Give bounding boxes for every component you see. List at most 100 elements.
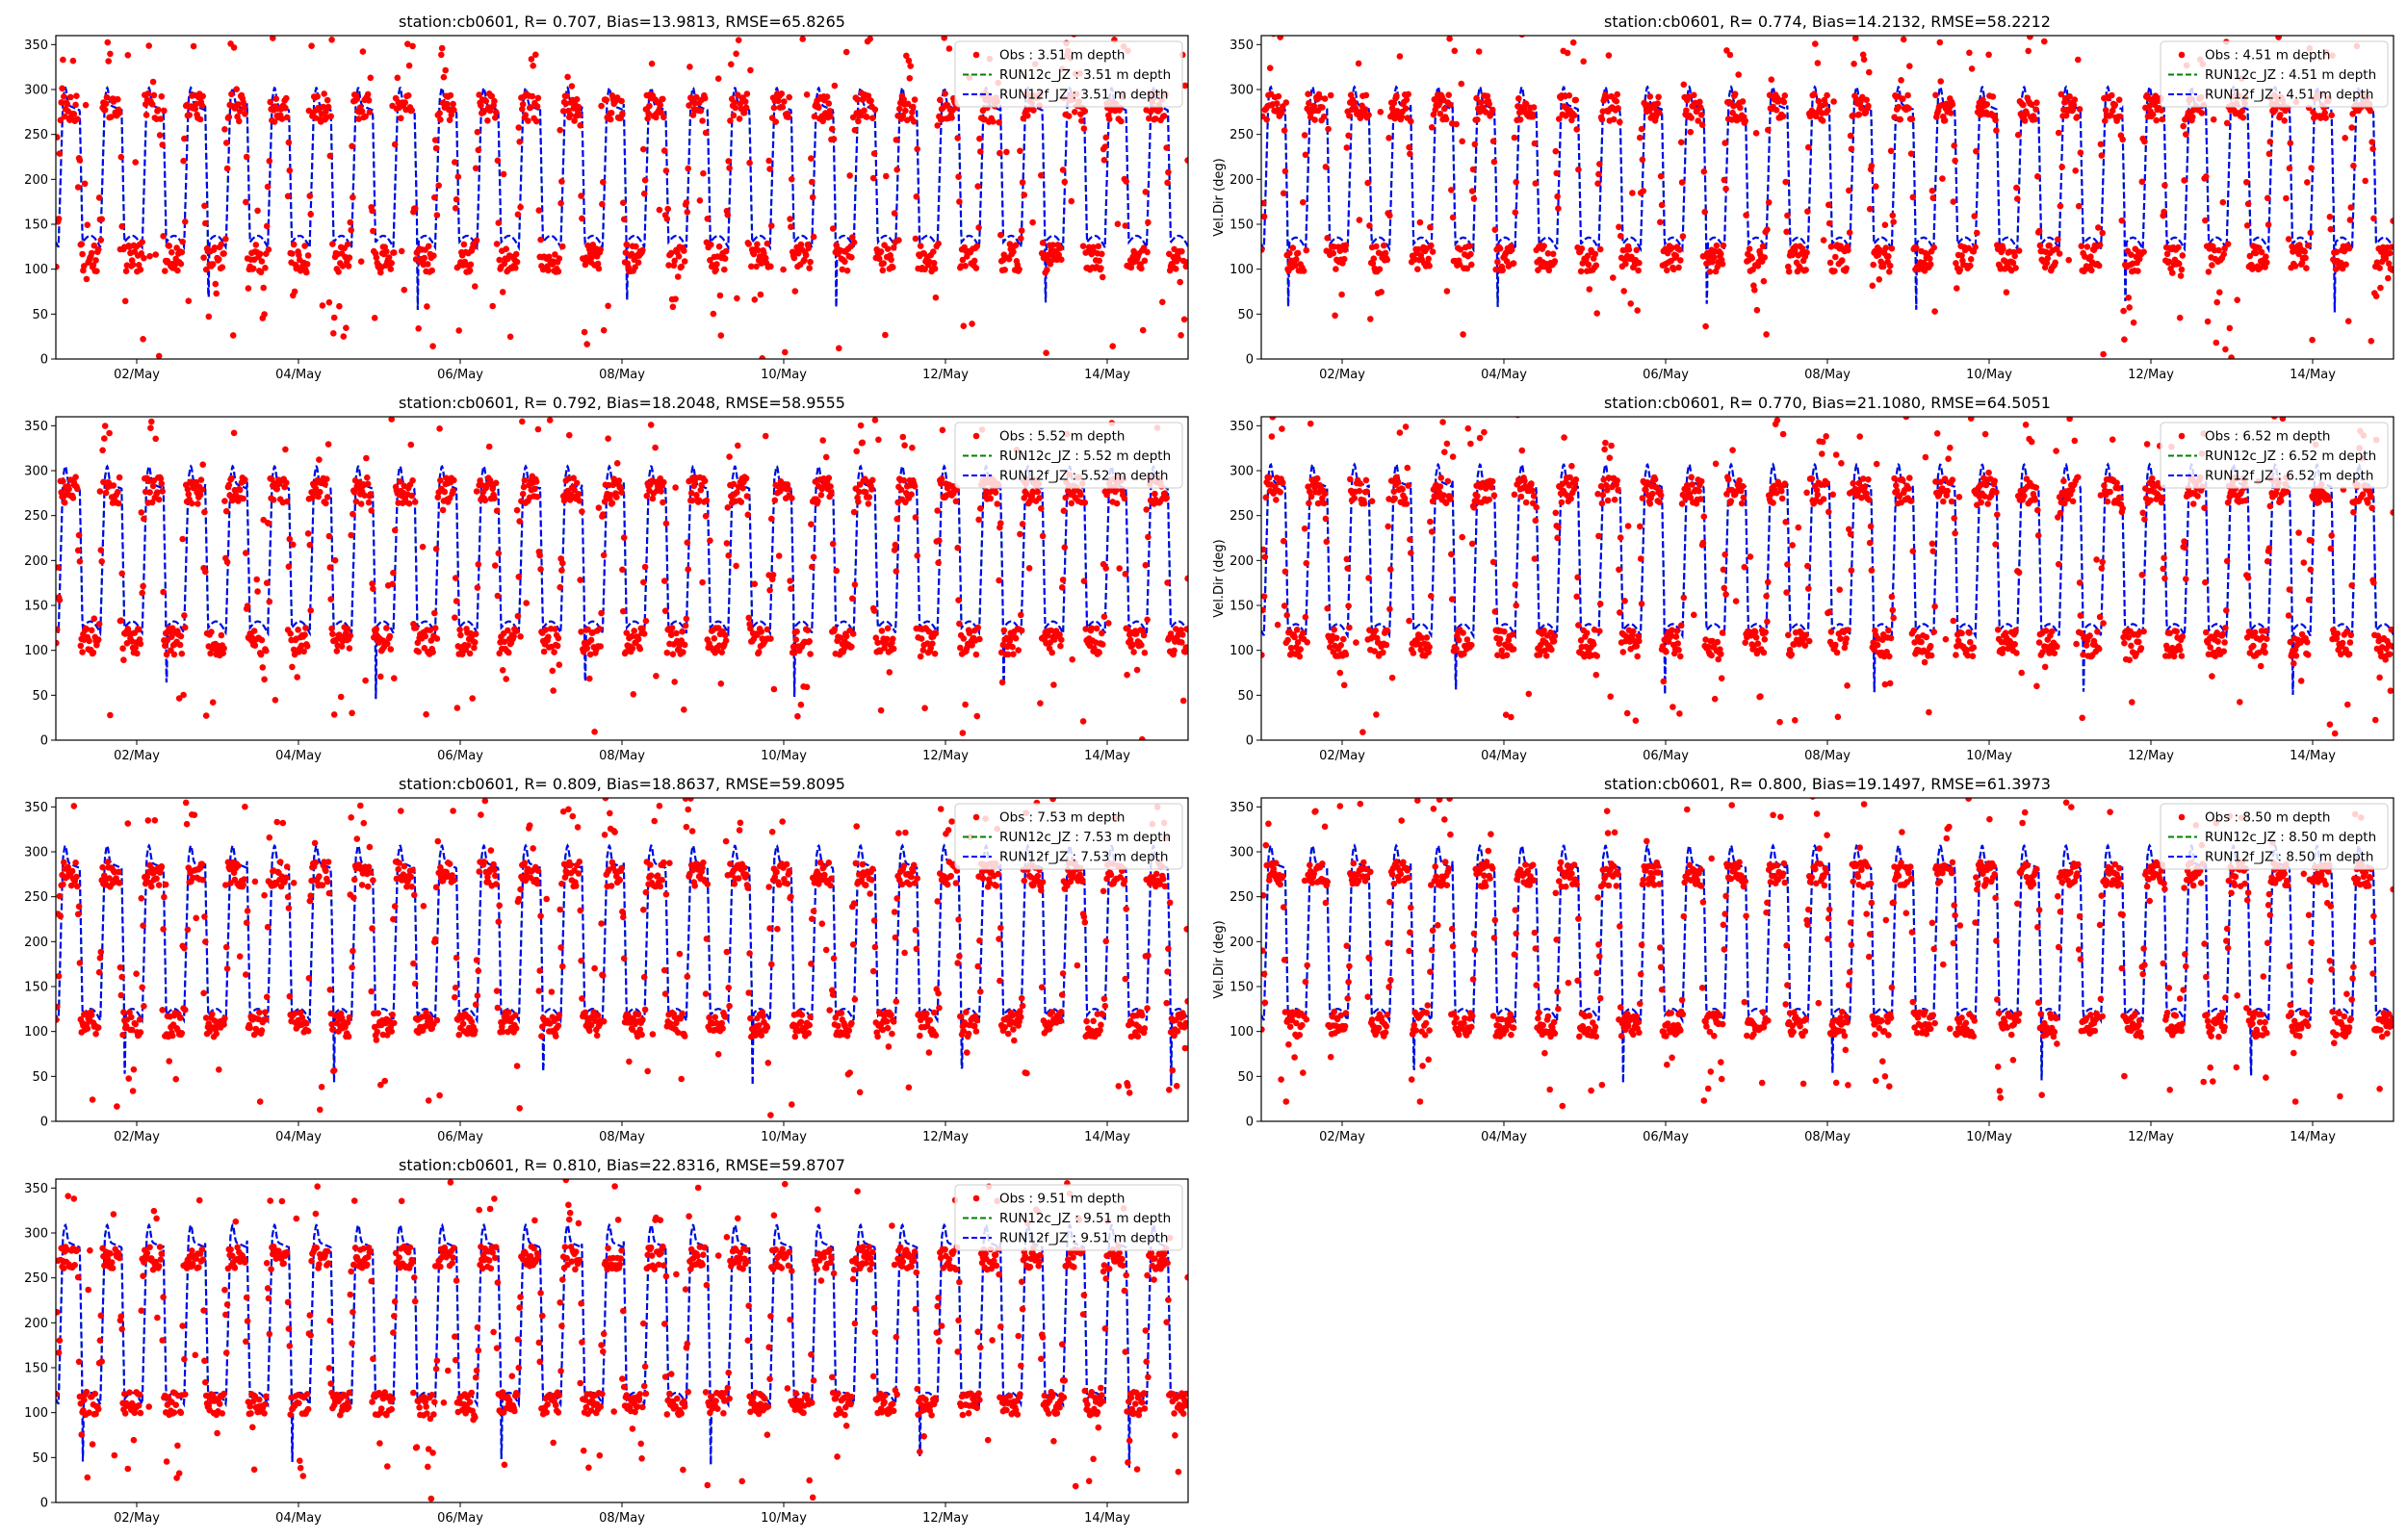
obs-point xyxy=(2095,262,2103,270)
obs-point xyxy=(1848,567,1855,574)
obs-point xyxy=(257,651,265,658)
obs-point xyxy=(1307,488,1313,496)
plot-area xyxy=(1261,36,2394,359)
obs-point xyxy=(1178,639,1185,646)
obs-point xyxy=(878,628,886,634)
obs-point xyxy=(575,103,582,111)
obs-point xyxy=(932,294,940,301)
obs-point xyxy=(1729,447,1736,454)
obs-point xyxy=(1105,116,1113,122)
obs-point xyxy=(1079,718,1087,725)
obs-point xyxy=(323,108,329,116)
obs-point xyxy=(451,106,457,114)
obs-point xyxy=(734,489,740,496)
obs-point xyxy=(525,117,531,124)
obs-point xyxy=(1009,643,1016,651)
obs-point xyxy=(1722,185,1729,192)
x-tick-label: 12/May xyxy=(2128,368,2174,382)
obs-point xyxy=(1088,625,1096,631)
obs-point xyxy=(2014,131,2022,139)
obs-point xyxy=(1313,475,1321,482)
obs-point xyxy=(96,488,104,495)
obs-point xyxy=(1672,633,1680,640)
obs-point xyxy=(1594,180,1601,187)
obs-point xyxy=(373,626,380,632)
obs-point xyxy=(786,93,792,101)
obs-point xyxy=(1825,201,1832,209)
obs-point xyxy=(641,563,649,571)
obs-point xyxy=(2258,248,2265,256)
y-tick-label: 300 xyxy=(1229,84,1254,98)
obs-point xyxy=(270,497,277,503)
obs-point xyxy=(893,137,900,143)
obs-point xyxy=(1930,244,1937,251)
obs-point xyxy=(156,132,164,139)
obs-point xyxy=(1739,98,1747,105)
obs-point xyxy=(1069,655,1075,663)
obs-point xyxy=(1178,332,1184,339)
obs-point xyxy=(236,108,244,115)
obs-point xyxy=(503,676,509,682)
obs-point xyxy=(757,291,764,298)
obs-point xyxy=(1617,534,1624,541)
obs-point xyxy=(721,255,729,263)
obs-point xyxy=(1811,90,1818,98)
obs-point xyxy=(2210,116,2217,123)
obs-point xyxy=(1333,266,1339,272)
obs-point xyxy=(1553,169,1560,177)
obs-point xyxy=(1658,201,1666,209)
obs-point xyxy=(333,648,341,654)
obs-point xyxy=(670,262,678,270)
obs-point xyxy=(415,648,423,655)
obs-point xyxy=(1165,168,1172,176)
obs-point xyxy=(1482,109,1489,116)
obs-point xyxy=(60,56,66,64)
obs-point xyxy=(730,112,738,119)
obs-point xyxy=(91,615,98,622)
obs-point xyxy=(683,615,690,623)
obs-point xyxy=(1406,617,1412,625)
obs-point xyxy=(1949,101,1956,108)
obs-point xyxy=(693,93,700,101)
y-tick-label: 300 xyxy=(24,465,48,479)
obs-point xyxy=(632,264,638,271)
obs-point xyxy=(914,145,920,153)
obs-point xyxy=(1750,644,1757,652)
obs-point xyxy=(817,492,825,499)
obs-point xyxy=(160,588,167,596)
obs-point xyxy=(344,626,351,632)
obs-point xyxy=(364,474,371,481)
obs-point xyxy=(2321,110,2328,116)
obs-point xyxy=(122,268,130,275)
obs-point xyxy=(1573,126,1580,133)
obs-point xyxy=(328,37,335,43)
obs-point xyxy=(387,646,395,653)
obs-point xyxy=(996,577,1002,584)
obs-point xyxy=(1711,254,1718,261)
obs-point xyxy=(893,167,900,173)
obs-point xyxy=(1885,253,1892,260)
obs-point xyxy=(137,640,144,648)
obs-point xyxy=(1803,489,1810,497)
obs-point xyxy=(2308,165,2315,171)
obs-point xyxy=(1657,172,1665,180)
obs-point xyxy=(905,57,913,64)
obs-point xyxy=(67,93,74,101)
obs-point xyxy=(348,226,355,234)
obs-point xyxy=(1936,38,1944,46)
obs-point xyxy=(1362,476,1370,484)
obs-point xyxy=(1468,261,1475,269)
obs-point xyxy=(1891,475,1898,482)
obs-point xyxy=(1820,496,1827,502)
obs-point xyxy=(1059,167,1067,173)
obs-point xyxy=(1575,166,1582,173)
obs-point xyxy=(1365,112,1372,118)
obs-point xyxy=(1967,256,1975,263)
obs-point xyxy=(1782,519,1789,526)
obs-point xyxy=(917,653,924,660)
obs-point xyxy=(327,596,335,603)
obs-point xyxy=(767,263,774,270)
obs-point xyxy=(1122,222,1129,229)
obs-point xyxy=(495,550,503,557)
obs-point xyxy=(1859,475,1867,482)
